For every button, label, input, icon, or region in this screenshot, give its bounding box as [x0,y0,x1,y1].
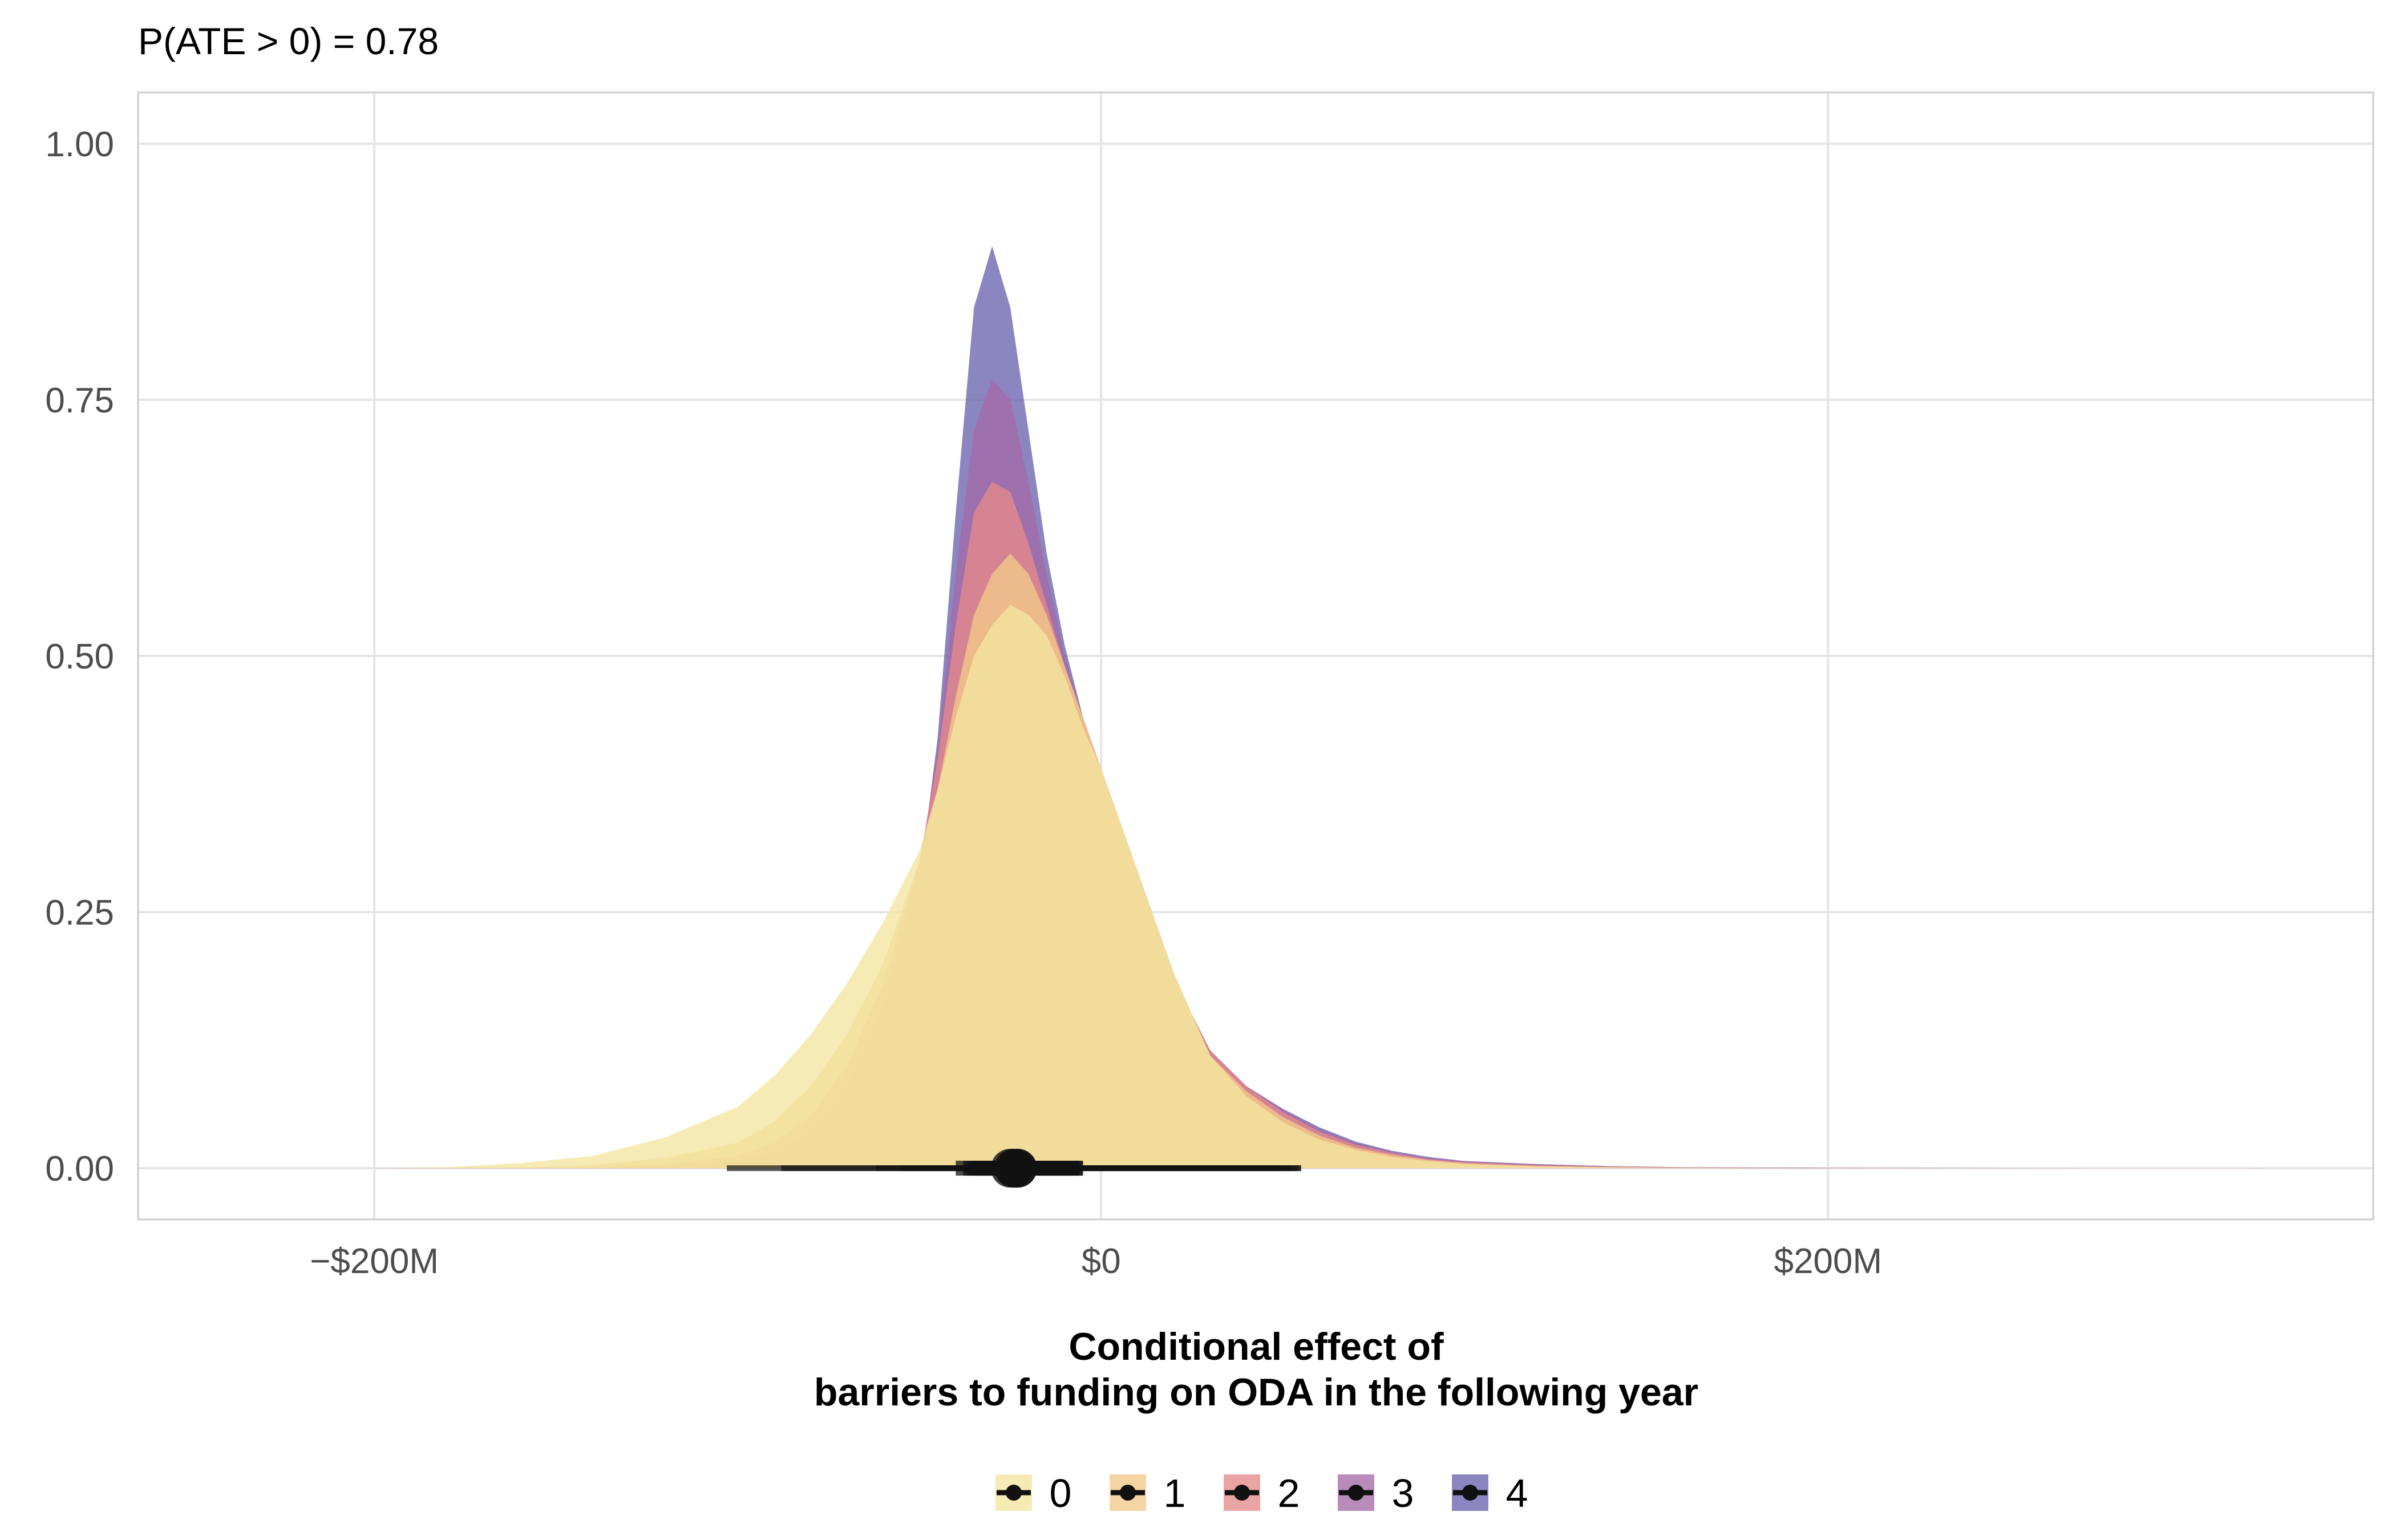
legend-label-4: 4 [1506,1471,1528,1515]
legend-key-point-2 [1234,1485,1250,1501]
legend-key-point-3 [1348,1485,1364,1501]
y-tick-label: 0.25 [45,893,114,933]
legend-key-point-4 [1462,1485,1478,1501]
legend-label-0: 0 [1050,1471,1072,1515]
x-tick-label: −$200M [310,1242,439,1281]
x-axis-title-line-2: barriers to funding on ODA in the follow… [814,1371,1698,1414]
chart-subtitle: P(ATE > 0) = 0.78 [138,20,439,62]
legend-key-point-0 [1006,1485,1022,1501]
legend-label-1: 1 [1164,1471,1186,1515]
y-tick-label: 0.50 [45,637,114,676]
y-tick-label: 0.75 [45,381,114,420]
density-areas [374,246,2264,1169]
panel-border [137,91,2374,1221]
interval-point-4 [998,1149,1037,1188]
x-axis-title-line-1: Conditional effect of [1069,1325,1444,1368]
y-axis-ticks: 0.00 0.25 0.50 0.75 1.00 [45,125,114,1189]
y-tick-label: 1.00 [45,125,114,164]
x-axis-ticks: −$200M $0 $200M [310,1242,1882,1281]
legend-label-3: 3 [1392,1471,1414,1515]
x-tick-label: $0 [1082,1242,1121,1281]
y-tick-label: 0.00 [45,1149,114,1189]
legend-key-point-1 [1120,1485,1136,1501]
density-area-0 [374,605,2264,1169]
x-tick-label: $200M [1774,1242,1883,1281]
legend-label-2: 2 [1278,1471,1300,1515]
legend: 0 1 2 3 4 [995,1471,1528,1515]
interval-bars [727,1149,1301,1188]
